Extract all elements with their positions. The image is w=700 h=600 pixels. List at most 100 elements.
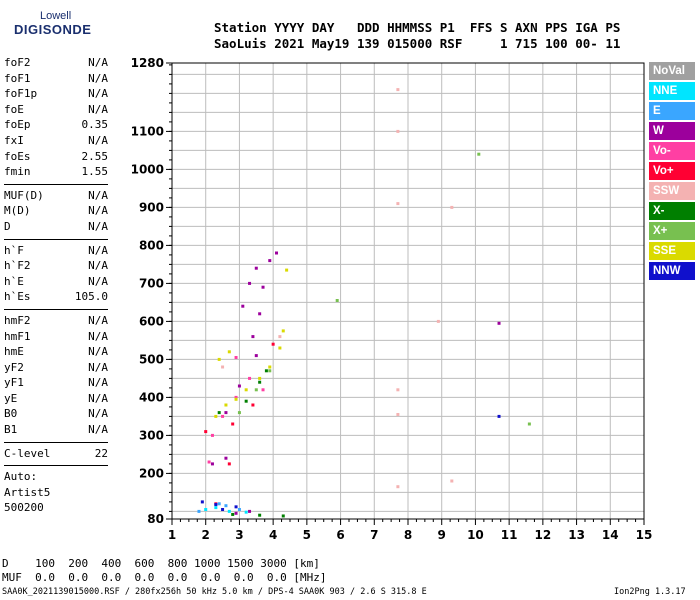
- file-info: SAA0K_2021139015000.RSF / 280fx256h 50 k…: [2, 587, 427, 597]
- echo-point-x: [254, 388, 258, 392]
- software-version: Ion2Png 1.3.17: [614, 587, 686, 597]
- x-tick-label: 5: [303, 528, 311, 542]
- echo-point-ssw: [396, 129, 400, 133]
- header-line-2: SaoLuis 2021 May19 139 015000 RSF 1 715 …: [214, 36, 621, 51]
- echo-point-nne: [204, 508, 208, 511]
- param-value: N/A: [88, 243, 108, 257]
- param-name: hmE: [4, 345, 24, 359]
- param-value: N/A: [88, 360, 108, 374]
- param-row: h`E N/A: [4, 275, 108, 291]
- param-row: fxI N/A: [4, 134, 108, 150]
- param-name: MUF(D): [4, 188, 44, 202]
- echo-point-sse: [268, 365, 272, 369]
- param-value: N/A: [88, 204, 108, 218]
- param-name: yF1: [4, 376, 24, 390]
- echo-point-vo: [248, 376, 252, 380]
- param-value: N/A: [88, 274, 108, 288]
- echo-point-x: [477, 152, 481, 156]
- y-tick-label: 800: [139, 238, 164, 252]
- echo-point-nne: [227, 509, 231, 513]
- echo-point-w: [251, 335, 255, 339]
- echo-point-sse: [258, 376, 262, 380]
- echo-point-ssw: [221, 365, 225, 369]
- legend-item: SSW: [649, 182, 695, 200]
- x-tick-label: 10: [467, 528, 484, 542]
- echo-point-w: [497, 321, 501, 325]
- echo-point-w: [224, 456, 228, 460]
- param-row: foEs 2.55: [4, 150, 108, 166]
- echo-point-sse: [234, 397, 238, 401]
- param-value: N/A: [88, 219, 108, 233]
- echo-point-vo: [234, 395, 238, 399]
- polarization-legend: NoVal NNE E W Vo- Vo+ SSW X- X+ SSE NNW: [649, 62, 695, 282]
- x-tick-label: 12: [535, 528, 552, 542]
- param-name: fmin: [4, 165, 31, 179]
- param-value: 22: [94, 446, 108, 460]
- auto-artist: Artist5: [4, 485, 51, 499]
- echo-point-x: [335, 299, 339, 302]
- divider: [4, 183, 108, 185]
- param-value: 1.55: [81, 165, 109, 179]
- x-tick-label: 6: [336, 528, 344, 542]
- echo-point-vo: [227, 462, 231, 466]
- param-row: foE N/A: [4, 103, 108, 119]
- legend-item: NNE: [649, 82, 695, 100]
- x-tick-label: 14: [602, 528, 619, 542]
- x-tick-label: 9: [438, 528, 446, 542]
- auto-code: 500200: [4, 501, 44, 515]
- echo-point-w: [275, 251, 279, 255]
- echo-point-w: [254, 354, 258, 358]
- echo-point-vo: [261, 388, 265, 392]
- echo-point-x: [258, 380, 262, 384]
- echo-point-nne: [244, 510, 248, 514]
- echo-point-w: [237, 384, 241, 388]
- x-tick-label: 4: [269, 528, 277, 542]
- legend-item: X-: [649, 202, 695, 220]
- echo-point-ssw: [450, 479, 454, 483]
- param-name: foE: [4, 102, 24, 116]
- param-row: foF1p N/A: [4, 87, 108, 103]
- param-name: h`F2: [4, 259, 31, 273]
- param-name: fxI: [4, 133, 24, 147]
- param-name: hmF2: [4, 313, 31, 327]
- echo-point-vo: [234, 356, 238, 359]
- param-row: D N/A: [4, 220, 108, 236]
- param-row: h`F N/A: [4, 244, 108, 260]
- y-tick-label: 400: [139, 390, 164, 404]
- param-value: N/A: [88, 133, 108, 147]
- param-row: B0 N/A: [4, 407, 108, 423]
- param-row: M(D) N/A: [4, 204, 108, 220]
- param-value: N/A: [88, 259, 108, 273]
- param-row: B1 N/A: [4, 423, 108, 439]
- param-value: N/A: [88, 56, 108, 69]
- echo-point-ssw: [396, 88, 400, 92]
- param-value: 105.0: [74, 290, 108, 304]
- y-tick-label: 1280: [131, 56, 164, 70]
- echo-point-w: [258, 312, 262, 316]
- echo-point-ssw: [396, 413, 400, 416]
- echo-point-e: [217, 502, 221, 506]
- param-name: hmF1: [4, 329, 31, 343]
- echo-point-w: [254, 266, 258, 270]
- clevel-row: C-level 22: [4, 447, 108, 463]
- param-name: foEs: [4, 149, 31, 163]
- echo-point-vo: [204, 430, 208, 434]
- x-tick-label: 8: [404, 528, 412, 542]
- echo-point-w: [248, 281, 252, 285]
- echo-point-sse: [285, 268, 289, 272]
- param-name: foF1: [4, 71, 31, 85]
- echo-point-vo: [231, 422, 235, 426]
- echo-point-x: [268, 369, 272, 373]
- echo-point-vo: [221, 414, 225, 418]
- distance-row: D 100 200 400 600 800 1000 1500 3000 [km…: [2, 557, 320, 570]
- param-row: hmF2 N/A: [4, 314, 108, 330]
- y-tick-label: 600: [139, 314, 164, 328]
- param-row: fmin 1.55: [4, 165, 108, 181]
- legend-item: Vo+: [649, 162, 695, 180]
- echo-point-ssw: [450, 205, 454, 209]
- y-tick-label: 1100: [131, 124, 164, 138]
- echo-point-ssw: [396, 485, 400, 489]
- param-row: hmF1 N/A: [4, 330, 108, 346]
- echo-point-vo: [251, 403, 255, 407]
- echo-point-ssw: [396, 202, 400, 206]
